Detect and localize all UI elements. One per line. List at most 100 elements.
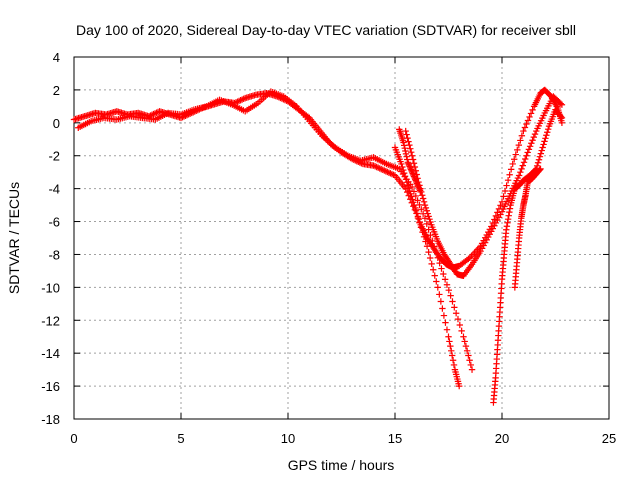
data-point [422,204,430,212]
y-tick-label: -14 [41,346,60,361]
data-point [503,223,511,230]
data-point [558,114,566,122]
data-point [403,179,411,186]
data-point [403,131,410,138]
data-point [557,100,564,107]
data-point [401,145,408,152]
data-point [558,101,566,108]
data-point [405,184,412,192]
data-point [400,139,407,146]
data-point [529,106,536,114]
data-point [441,276,449,283]
data-point [402,147,409,155]
data-point [430,266,437,273]
data-point [504,215,512,223]
data-point [406,163,413,170]
data-point [483,236,490,244]
data-point [400,166,407,174]
y-tick-labels: 4 2 0 -2 -4 -6 -8 -10 -12 -14 -16 -18 [41,50,60,427]
data-point [461,338,468,345]
data-point [451,304,458,311]
data-point [408,193,415,200]
data-point [536,166,544,173]
data-point [446,338,453,345]
data-point [535,156,543,163]
data-point [436,291,443,298]
data-point [409,156,417,163]
data-point [533,162,541,170]
data-point [416,187,424,194]
data-point [426,215,433,223]
data-point [440,270,447,278]
data-point [420,198,428,205]
data-point [421,215,429,222]
data-point [237,97,244,104]
data-point [407,145,414,152]
data-point [539,144,546,151]
data-point [518,165,525,173]
data-point [450,361,458,369]
data-point [536,167,543,174]
data-point [477,247,484,255]
data-point [370,162,377,169]
y-tick-label: -10 [41,280,60,295]
data-point [387,170,394,177]
y-tick-label: -4 [48,182,60,197]
series-4 [490,106,566,406]
data-point [385,169,393,176]
data-point [401,172,409,180]
data-point [415,215,423,223]
data-point [412,192,419,200]
series-6 [396,126,424,196]
data-point [518,132,526,139]
data-point [413,180,421,187]
data-point [478,245,486,252]
plot-frame [73,56,610,420]
data-point [526,143,534,150]
data-point [381,167,388,174]
data-point [515,172,523,179]
data-point [153,109,160,116]
data-point [492,212,500,220]
data-point [443,281,451,288]
data-point [462,342,470,350]
data-marks [70,86,566,406]
data-point [527,110,535,117]
x-tick-label: 5 [177,431,184,446]
data-point [531,130,539,138]
y-tick-label: -8 [48,247,60,262]
data-point [494,216,501,224]
data-point [526,113,533,121]
data-point [543,132,550,139]
data-point [407,166,415,173]
data-point [449,298,456,305]
data-point [480,242,487,249]
data-point [486,231,493,238]
data-point [374,164,382,171]
data-point [408,167,415,174]
data-point [419,195,427,202]
data-point [467,361,475,369]
data-point [522,155,529,163]
data-point [427,231,434,239]
data-point [408,152,416,159]
data-point [544,125,552,133]
data-point [382,168,390,175]
data-point [438,265,445,272]
data-point [465,352,472,359]
data-point [557,113,565,120]
data-point [529,137,536,144]
data-point [240,95,247,103]
data-point [418,206,425,213]
data-point [234,98,241,105]
data-point [408,183,416,191]
data-point [411,176,419,183]
data-point [541,138,548,145]
x-tick-label: 0 [70,431,77,446]
data-point [542,135,549,142]
data-point [448,352,456,359]
data-point [489,225,497,232]
x-tick-label: 10 [281,431,295,446]
series-5 [511,165,544,291]
data-point [466,357,473,364]
